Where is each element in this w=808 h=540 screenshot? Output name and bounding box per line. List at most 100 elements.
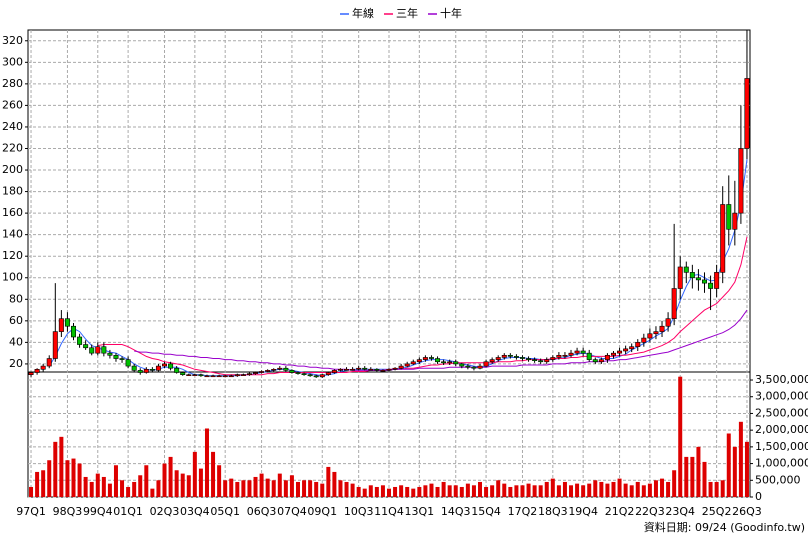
x-tick-label: 14Q3 bbox=[441, 505, 471, 518]
volume-bar bbox=[556, 485, 561, 497]
candle-body bbox=[228, 375, 234, 378]
volume-bar bbox=[162, 463, 167, 497]
candle-body bbox=[744, 78, 750, 149]
volume-bar bbox=[217, 465, 222, 497]
candle-body bbox=[398, 365, 404, 369]
candle-body bbox=[617, 350, 623, 354]
candle-body bbox=[726, 204, 732, 230]
candle-body bbox=[435, 358, 441, 363]
candle-body bbox=[95, 346, 101, 354]
volume-bar bbox=[672, 470, 677, 497]
volume-bar bbox=[520, 485, 525, 497]
volume-bar bbox=[575, 483, 580, 497]
candle-body bbox=[192, 374, 198, 376]
volume-bar bbox=[283, 480, 288, 497]
volume-bar bbox=[53, 441, 58, 497]
volume-bar bbox=[732, 446, 737, 497]
volume-bar bbox=[192, 451, 197, 497]
volume-bar bbox=[611, 481, 616, 497]
candle-body bbox=[665, 318, 671, 327]
y-tick-label: 300 bbox=[2, 55, 23, 68]
volume-bar bbox=[720, 480, 725, 497]
volume-bar bbox=[101, 476, 106, 497]
candle-body bbox=[708, 282, 714, 289]
volume-bar bbox=[198, 468, 203, 497]
candle-body bbox=[580, 350, 586, 354]
candle-body bbox=[732, 212, 738, 230]
x-tick-label: 21Q2 bbox=[605, 505, 635, 518]
candle-body bbox=[337, 369, 343, 371]
volume-bar bbox=[684, 456, 689, 497]
volume-bar bbox=[726, 433, 731, 497]
y2-tick-label: 3,500,000 bbox=[755, 373, 808, 386]
source-note: 資料日期: 09/24 (Goodinfo.tw) bbox=[644, 520, 805, 534]
volume-bar bbox=[484, 486, 489, 497]
candle-body bbox=[501, 355, 507, 358]
volume-bar bbox=[235, 481, 240, 497]
y-tick-label: 60 bbox=[9, 314, 23, 327]
candle-body bbox=[101, 346, 107, 354]
candle-body bbox=[58, 318, 64, 332]
ma-line bbox=[48, 159, 748, 377]
volume-bar bbox=[478, 481, 483, 497]
volume-bar bbox=[289, 475, 294, 497]
volume-bar bbox=[132, 481, 137, 497]
volume-bar bbox=[690, 456, 695, 497]
candle-body bbox=[562, 355, 568, 357]
volume-bar bbox=[405, 486, 410, 497]
volume-bar bbox=[653, 480, 658, 497]
candle-body bbox=[428, 357, 434, 359]
x-tick-label: 98Q3 bbox=[53, 505, 83, 518]
candle-body bbox=[477, 365, 483, 369]
candle-body bbox=[610, 352, 616, 356]
volume-bar bbox=[569, 485, 574, 497]
candle-body bbox=[137, 370, 143, 373]
volume-bar bbox=[241, 480, 246, 497]
candle-body bbox=[168, 363, 174, 369]
volume-bar bbox=[259, 473, 264, 497]
volume-bar bbox=[696, 446, 701, 497]
x-tick-label: 25Q2 bbox=[702, 505, 732, 518]
volume-bar bbox=[459, 486, 464, 497]
candle-body bbox=[653, 331, 659, 335]
candle-body bbox=[344, 369, 350, 371]
candle-body bbox=[635, 342, 641, 347]
y-tick-label: 200 bbox=[2, 163, 23, 176]
candle-body bbox=[64, 318, 70, 327]
candle-body bbox=[513, 356, 519, 358]
x-tick-label: 03Q4 bbox=[180, 505, 210, 518]
volume-bar bbox=[393, 486, 398, 497]
volume-bar bbox=[702, 461, 707, 497]
volume-bar bbox=[120, 480, 125, 497]
y2-tick-label: 1,500,000 bbox=[755, 440, 808, 453]
candle-body bbox=[253, 372, 259, 374]
candle-body bbox=[356, 367, 362, 370]
candle-body bbox=[410, 361, 416, 365]
volume-bar bbox=[738, 421, 743, 497]
legend-label: 十年 bbox=[440, 6, 462, 20]
volume-bar bbox=[490, 485, 495, 497]
volume-bar bbox=[526, 483, 531, 497]
candle-body bbox=[313, 375, 319, 378]
candle-body bbox=[550, 357, 556, 360]
volume-bar bbox=[368, 485, 373, 497]
candle-body bbox=[234, 374, 240, 377]
candle-body bbox=[107, 352, 113, 356]
candle-body bbox=[459, 363, 465, 367]
candle-body bbox=[46, 358, 52, 367]
candle-body bbox=[71, 325, 77, 338]
candle-body bbox=[592, 359, 598, 363]
volume-bar bbox=[423, 485, 428, 497]
x-tick-label: 19Q4 bbox=[568, 505, 598, 518]
volume-bar bbox=[113, 465, 118, 497]
ma-line bbox=[97, 236, 748, 376]
volume-bar bbox=[660, 478, 665, 497]
x-tick-label: 05Q1 bbox=[210, 505, 240, 518]
volume-bar bbox=[180, 473, 185, 497]
candle-body bbox=[113, 355, 119, 359]
volume-bar bbox=[247, 480, 252, 497]
x-tick-label: 99Q4 bbox=[83, 505, 113, 518]
candle-body bbox=[204, 375, 210, 378]
volume-bar bbox=[107, 483, 112, 497]
candle-body bbox=[641, 337, 647, 343]
